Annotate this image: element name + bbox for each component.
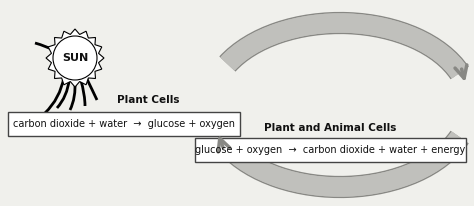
Circle shape [53, 36, 97, 80]
Text: Plant Cells: Plant Cells [117, 95, 179, 105]
Text: SUN: SUN [62, 53, 88, 63]
Text: glucose + oxygen  →  carbon dioxide + water + energy: glucose + oxygen → carbon dioxide + wate… [195, 145, 465, 155]
Polygon shape [46, 29, 104, 87]
FancyBboxPatch shape [195, 138, 466, 162]
Text: carbon dioxide + water  →  glucose + oxygen: carbon dioxide + water → glucose + oxyge… [13, 119, 235, 129]
FancyBboxPatch shape [8, 112, 240, 136]
Text: Plant and Animal Cells: Plant and Animal Cells [264, 123, 396, 133]
